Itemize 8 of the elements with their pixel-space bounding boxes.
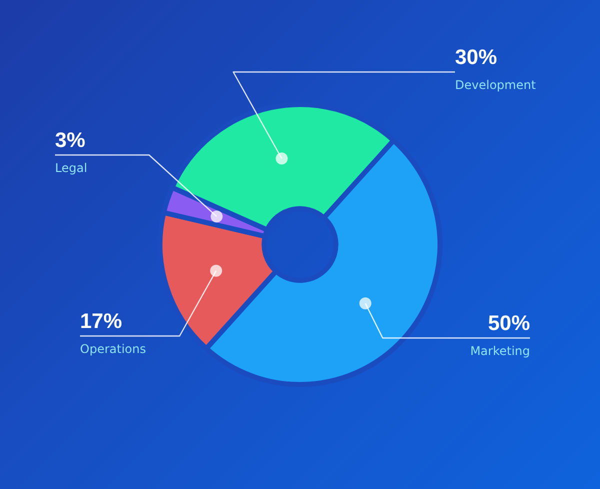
slice-label: Legal bbox=[55, 161, 88, 176]
data-label: 50% bbox=[488, 312, 530, 335]
slice-label: Operations bbox=[80, 342, 146, 356]
slice-label: Marketing bbox=[470, 344, 530, 358]
data-label: 17% bbox=[80, 310, 122, 333]
data-label: 3% bbox=[55, 129, 86, 152]
data-label: 30% bbox=[455, 46, 498, 69]
slice-label: Development bbox=[455, 78, 536, 92]
